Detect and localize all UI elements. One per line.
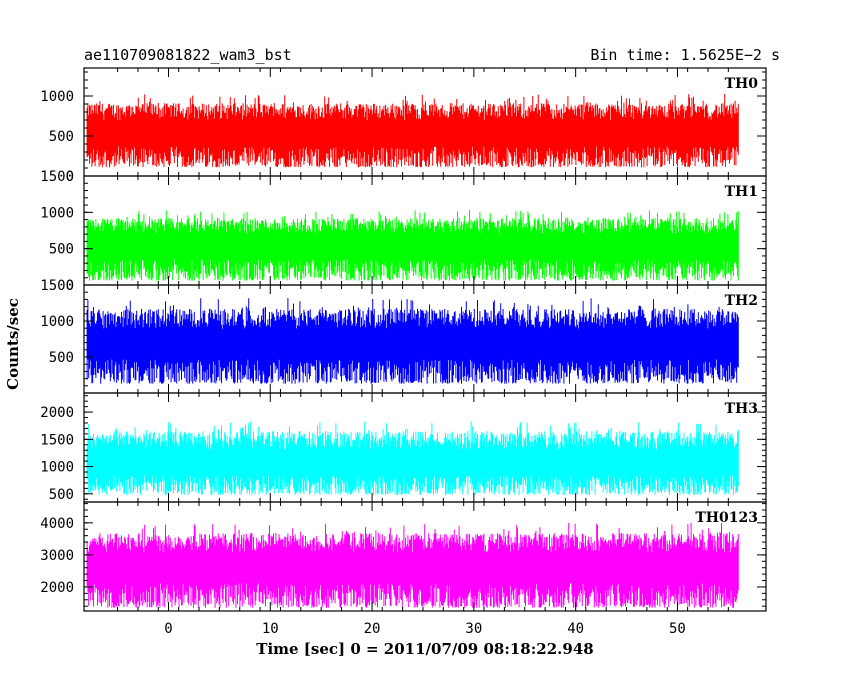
y-tick-label: 2000 — [40, 580, 74, 596]
y-tick-label: 500 — [49, 350, 74, 366]
y-tick-label: 500 — [49, 242, 74, 258]
series-th0-line — [86, 94, 739, 168]
y-tick-label: 3000 — [40, 548, 74, 564]
x-tick-label: 10 — [262, 621, 279, 637]
y-tick-label: 500 — [49, 487, 74, 503]
panel-th3: 500 1000 1500 2000 TH3 — [40, 392, 767, 503]
series-th2-line — [86, 298, 739, 384]
band-label-th1: TH1 — [725, 184, 758, 200]
y-tick-label: 0 — [66, 278, 74, 294]
y-tick-label: 1000 — [40, 460, 74, 476]
panel-frame — [83, 501, 767, 612]
y-tick-label: 4000 — [40, 516, 74, 532]
bin-time-label: Bin time: 1.5625E−2 s — [590, 46, 780, 64]
panel-th1: 0 500 1000 1500 TH1 — [40, 169, 767, 294]
x-tick-label: 40 — [567, 621, 584, 637]
y-tick-label: 2000 — [40, 405, 74, 421]
x-axis-title: Time [sec] 0 = 2011/07/09 08:18:22.948 — [256, 640, 593, 658]
x-axis: 0 10 20 30 40 50 — [164, 621, 686, 637]
band-label-th3: TH3 — [725, 401, 758, 417]
series-th3-line — [86, 421, 739, 495]
y-tick-label: 1000 — [40, 314, 74, 330]
y-tick-label: 0 — [66, 169, 74, 185]
y-tick-label: 1500 — [40, 169, 74, 185]
y-tick-label: 500 — [49, 129, 74, 145]
series-th0123-line — [86, 522, 739, 608]
y-tick-label: 1500 — [40, 278, 74, 294]
y-tick-label: 1000 — [40, 205, 74, 221]
band-label-th0: TH0 — [725, 76, 759, 92]
panel-th2: 500 1000 1500 TH2 — [40, 278, 767, 394]
band-label-th2: TH2 — [725, 293, 758, 309]
x-tick-label: 30 — [465, 621, 482, 637]
series-th1-line — [86, 209, 739, 281]
x-tick-label: 20 — [364, 621, 381, 637]
y-tick-label: 1500 — [40, 432, 74, 448]
x-tick-label: 50 — [669, 621, 686, 637]
panels-group: 0 500 1000 TH0 0 500 1000 1500 TH1 500 1000 1500 TH2… — [40, 67, 767, 612]
chart-title: ae110709081822_wam3_bst — [84, 46, 292, 64]
panel-th0123: 2000 3000 4000 TH0123 — [40, 501, 767, 612]
panel-th0: 0 500 1000 TH0 — [40, 67, 767, 185]
y-axis-title: Counts/sec — [4, 298, 22, 390]
x-tick-label: 0 — [164, 621, 172, 637]
y-tick-label: 1000 — [40, 89, 74, 105]
band-label-th0123: TH0123 — [695, 510, 758, 526]
